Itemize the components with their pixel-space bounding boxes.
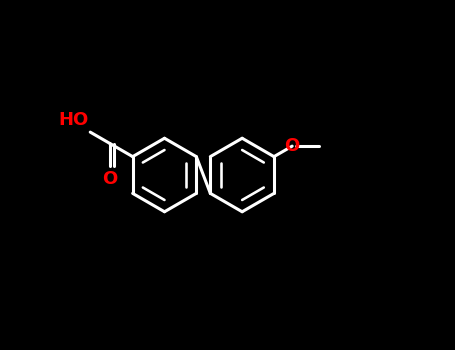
Text: O: O — [102, 170, 117, 188]
Text: O: O — [284, 137, 300, 155]
Text: HO: HO — [58, 111, 88, 130]
